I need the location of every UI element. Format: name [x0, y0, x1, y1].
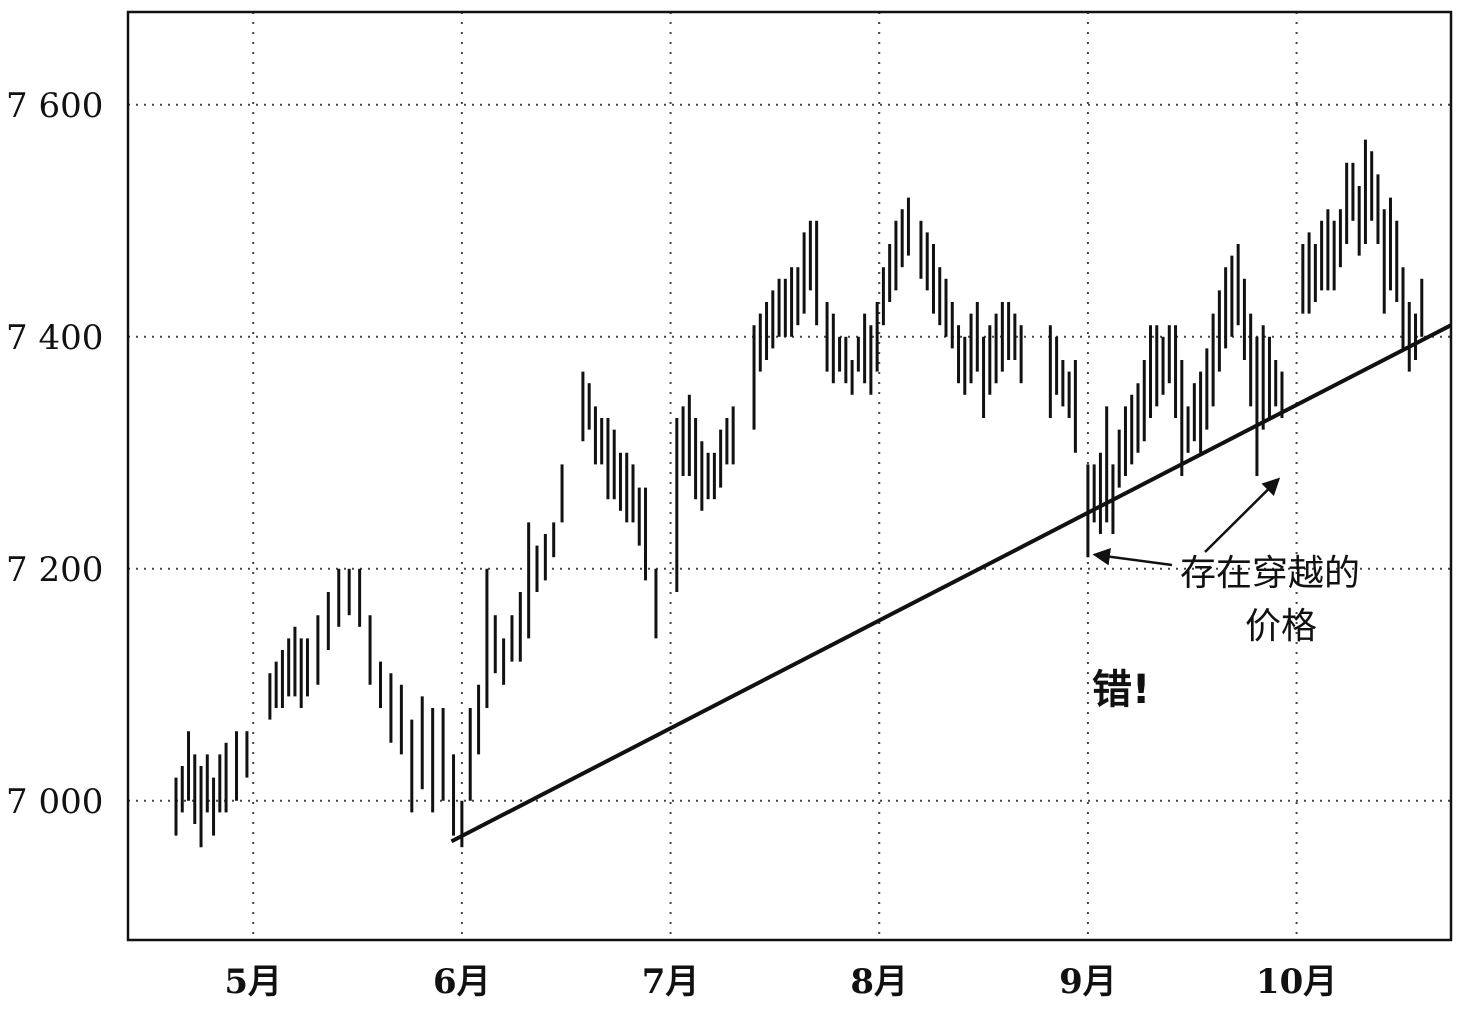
- annotation-crossing-line-1: 存在穿越的: [1180, 553, 1360, 594]
- x-tick-label-5: 10月: [1256, 962, 1337, 1002]
- x-tick-label-4: 9月: [1059, 962, 1117, 1002]
- y-tick-label-1: 7 200: [6, 550, 103, 590]
- x-tick-label-2: 7月: [642, 962, 700, 1002]
- trendline-group: [450, 323, 1452, 844]
- y-tick-label-2: 7 400: [6, 318, 103, 358]
- x-axis-ticks: 5月 6月 7月 8月 9月 10月: [224, 962, 1337, 1002]
- plot-frame: [126, 10, 1453, 942]
- annotation-arrow-2: [1204, 477, 1281, 553]
- grid-lines: [128, 12, 1451, 940]
- trendline: [450, 323, 1452, 844]
- annotation-arrow-1: [1092, 548, 1173, 567]
- annotation-wrong: 错!: [1092, 667, 1150, 713]
- y-tick-label-0: 7 000: [6, 782, 103, 822]
- x-tick-label-3: 8月: [850, 962, 908, 1002]
- x-tick-label-1: 6月: [433, 962, 491, 1002]
- y-axis-ticks: 7 000 7 200 7 400 7 600: [6, 86, 103, 822]
- annotation-crossing-line-2: 价格: [1245, 606, 1317, 647]
- price-bars: [174, 139, 1424, 848]
- y-tick-label-3: 7 600: [6, 86, 103, 126]
- x-tick-label-0: 5月: [224, 962, 282, 1002]
